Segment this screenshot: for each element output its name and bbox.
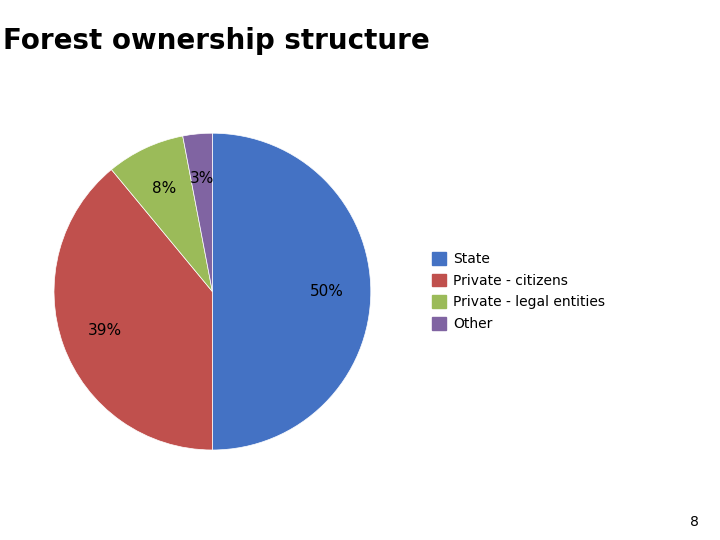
Text: 8%: 8% xyxy=(152,181,176,196)
Wedge shape xyxy=(54,170,212,450)
Text: 3%: 3% xyxy=(189,171,214,186)
Legend: State, Private - citizens, Private - legal entities, Other: State, Private - citizens, Private - leg… xyxy=(428,248,609,335)
Text: 8: 8 xyxy=(690,515,698,529)
Wedge shape xyxy=(183,133,212,292)
Text: Forest ownership structure: Forest ownership structure xyxy=(3,27,429,55)
Wedge shape xyxy=(212,133,371,450)
Text: 39%: 39% xyxy=(88,323,122,338)
Wedge shape xyxy=(112,136,212,292)
Text: 50%: 50% xyxy=(310,284,343,299)
